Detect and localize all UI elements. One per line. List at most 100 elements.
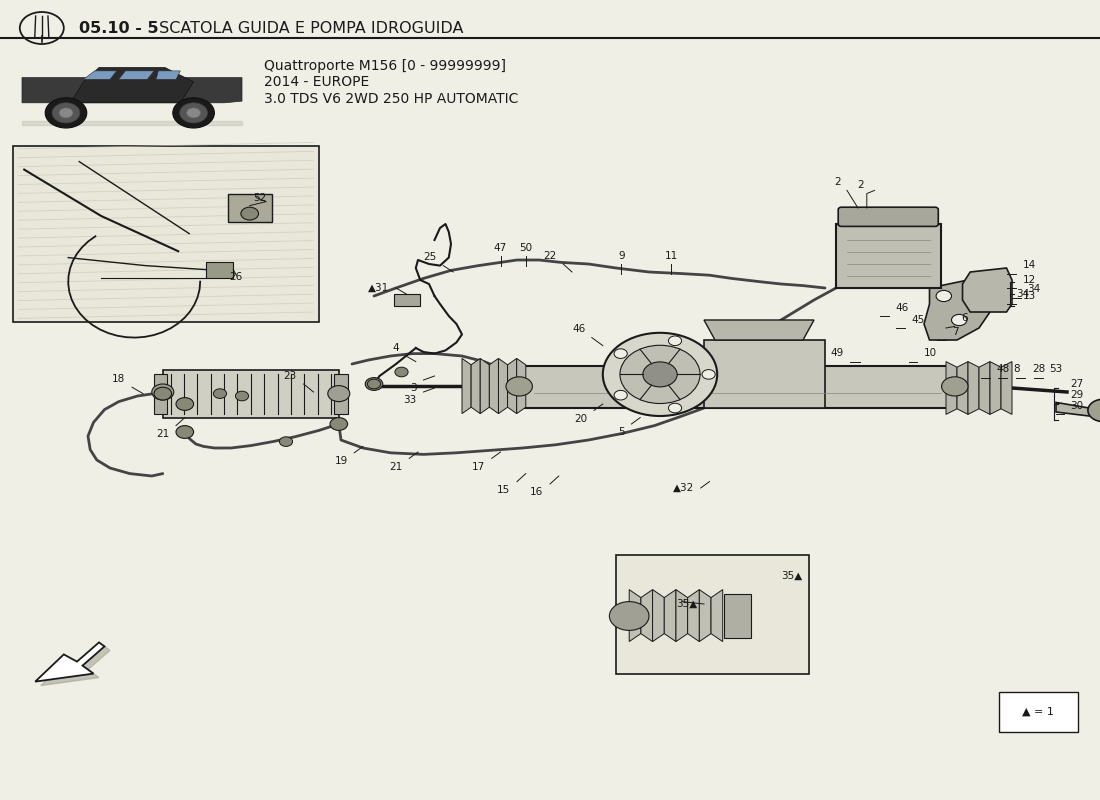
Text: 50: 50: [519, 242, 532, 253]
Circle shape: [702, 370, 715, 379]
Circle shape: [620, 346, 700, 403]
Circle shape: [241, 207, 258, 220]
Text: 22: 22: [543, 250, 557, 261]
Circle shape: [614, 390, 627, 400]
Text: 18: 18: [112, 374, 125, 384]
Text: Quattroporte M156 [0 - 99999999]: Quattroporte M156 [0 - 99999999]: [264, 58, 506, 73]
Bar: [522, 366, 952, 408]
Text: 17: 17: [472, 462, 485, 472]
Circle shape: [328, 386, 350, 402]
Circle shape: [365, 378, 383, 390]
Text: 7: 7: [953, 326, 959, 337]
Polygon shape: [664, 590, 675, 642]
Circle shape: [942, 377, 968, 396]
Circle shape: [173, 98, 214, 128]
Text: 35▲: 35▲: [676, 599, 697, 609]
Polygon shape: [490, 358, 498, 414]
Text: 35▲: 35▲: [781, 571, 802, 581]
Text: 21: 21: [389, 462, 403, 472]
Circle shape: [176, 398, 194, 410]
Text: 46: 46: [572, 325, 585, 334]
Polygon shape: [675, 590, 688, 642]
Polygon shape: [990, 362, 1001, 414]
Text: 5: 5: [618, 427, 625, 437]
Text: 30: 30: [1070, 402, 1084, 411]
Text: 26: 26: [229, 272, 242, 282]
Bar: [999, 692, 1078, 732]
Text: 34: 34: [1027, 284, 1041, 294]
Polygon shape: [1056, 402, 1100, 416]
Bar: [154, 374, 167, 414]
Polygon shape: [119, 71, 154, 79]
Circle shape: [176, 426, 194, 438]
Bar: [206, 262, 233, 278]
Circle shape: [154, 387, 172, 400]
Text: 12: 12: [1023, 274, 1036, 285]
Text: 45: 45: [912, 314, 925, 325]
Text: 15: 15: [497, 485, 510, 494]
Text: 14: 14: [1023, 261, 1036, 270]
Text: ▲32: ▲32: [673, 483, 694, 493]
Polygon shape: [22, 78, 242, 103]
Text: 47: 47: [494, 242, 507, 253]
Circle shape: [213, 389, 227, 398]
Polygon shape: [498, 358, 507, 414]
Polygon shape: [946, 362, 957, 414]
Polygon shape: [462, 358, 471, 414]
Bar: [334, 374, 348, 414]
Polygon shape: [507, 358, 517, 414]
Text: 53: 53: [1049, 364, 1063, 374]
Text: 25: 25: [424, 253, 437, 262]
Circle shape: [506, 377, 532, 396]
Text: 9: 9: [618, 250, 625, 261]
Text: 13: 13: [1023, 291, 1036, 301]
Circle shape: [952, 314, 967, 326]
Text: 2: 2: [857, 180, 864, 190]
Polygon shape: [1001, 362, 1012, 414]
Text: 34: 34: [1016, 289, 1030, 298]
Circle shape: [669, 403, 682, 413]
Polygon shape: [41, 646, 110, 686]
Polygon shape: [471, 358, 481, 414]
Polygon shape: [962, 268, 1012, 312]
FancyBboxPatch shape: [838, 207, 938, 226]
Circle shape: [603, 333, 717, 416]
Text: 49: 49: [830, 349, 844, 358]
Circle shape: [669, 336, 682, 346]
Polygon shape: [35, 642, 104, 682]
Circle shape: [279, 437, 293, 446]
Polygon shape: [924, 280, 990, 340]
Text: ▲31: ▲31: [368, 283, 389, 293]
Circle shape: [330, 418, 348, 430]
Circle shape: [609, 602, 649, 630]
Bar: [13, 146, 319, 322]
Circle shape: [1088, 399, 1100, 422]
Polygon shape: [979, 362, 990, 414]
Text: 33: 33: [404, 395, 417, 405]
Bar: [836, 224, 940, 288]
Text: 23: 23: [284, 370, 297, 381]
Bar: [704, 340, 825, 408]
Polygon shape: [688, 590, 700, 642]
Circle shape: [52, 102, 80, 123]
Circle shape: [614, 349, 627, 358]
Text: 19: 19: [334, 456, 348, 466]
Text: 11: 11: [664, 250, 678, 261]
Circle shape: [152, 384, 174, 400]
Polygon shape: [70, 67, 194, 103]
Text: 27: 27: [1070, 379, 1084, 389]
Text: 8: 8: [1013, 364, 1020, 374]
Polygon shape: [968, 362, 979, 414]
Circle shape: [936, 290, 952, 302]
Polygon shape: [481, 358, 490, 414]
Text: 20: 20: [574, 414, 587, 424]
Text: 2: 2: [834, 178, 840, 187]
Circle shape: [235, 391, 249, 401]
Text: 3: 3: [410, 383, 417, 393]
Text: 05.10 - 5: 05.10 - 5: [79, 22, 158, 36]
Polygon shape: [641, 590, 652, 642]
Text: 48: 48: [997, 364, 1010, 374]
Circle shape: [395, 367, 408, 377]
Polygon shape: [629, 590, 641, 642]
Polygon shape: [957, 362, 968, 414]
